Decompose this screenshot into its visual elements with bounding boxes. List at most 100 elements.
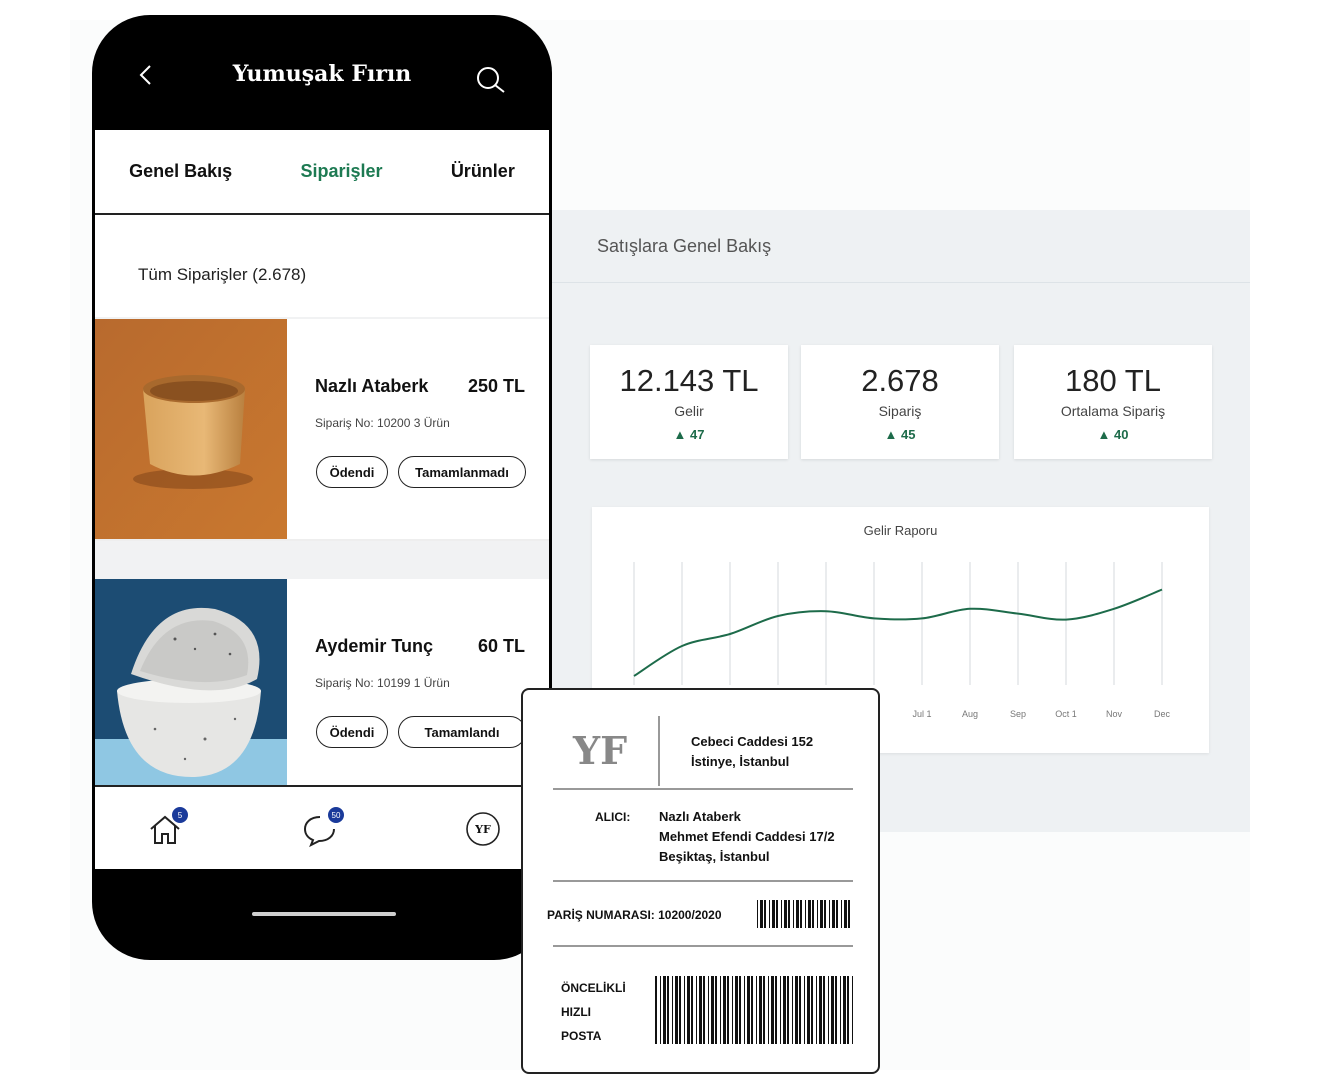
barcode-bar: [840, 976, 841, 1044]
order-meta: Sipariş No: 10199 1 Ürün: [315, 676, 450, 690]
x-tick-label: Oct 1: [1055, 709, 1077, 719]
search-icon[interactable]: [475, 65, 507, 93]
barcode-bar: [796, 900, 799, 928]
stat-label: Sipariş: [878, 403, 922, 419]
barcode-bar: [768, 976, 769, 1044]
stat-card-average-order[interactable]: 180 TL Ortalama Sipariş ▲ 40: [1014, 345, 1212, 459]
priority-line: POSTA: [561, 1029, 602, 1043]
x-tick-label: Sep: [1010, 709, 1026, 719]
barcode-bar: [852, 976, 853, 1044]
orders-count-heading: Tüm Siparişler (2.678): [138, 265, 307, 284]
barcode-large: [655, 976, 853, 1044]
payment-status-badge[interactable]: Ödendi: [316, 456, 388, 488]
barcode-bar: [675, 976, 678, 1044]
order-number: PARİŞ NUMARASI: 10200/2020: [547, 908, 722, 922]
stat-label: Gelir: [674, 403, 704, 419]
sender-address: Cebeci Caddesi 152 İstinye, İstanbul: [691, 732, 813, 772]
barcode-bar: [828, 976, 829, 1044]
barcode-bar: [805, 900, 806, 928]
barcode-bar: [696, 976, 697, 1044]
barcode-bar: [835, 976, 837, 1044]
shipping-label: YF Cebeci Caddesi 152 İstinye, İstanbul …: [521, 688, 880, 1074]
barcode-bar: [655, 976, 657, 1044]
barcode-bar: [847, 976, 849, 1044]
stat-label: Ortalama Sipariş: [1060, 403, 1166, 419]
fulfillment-status-badge[interactable]: Tamamlandı: [398, 716, 526, 748]
barcode-bar: [824, 900, 826, 928]
back-arrow-icon[interactable]: [134, 63, 158, 87]
barcode-bar: [844, 900, 847, 928]
barcode-bar: [829, 900, 830, 928]
barcode-bar: [739, 976, 741, 1044]
barcode-bar: [788, 900, 790, 928]
barcode-bar: [823, 976, 825, 1044]
nav-profile[interactable]: YF: [463, 809, 503, 849]
stat-card-revenue[interactable]: 12.143 TL Gelir ▲ 47: [590, 345, 788, 459]
chart-title: Gelir Raporu: [863, 523, 938, 538]
divider: [553, 880, 853, 882]
barcode-bar: [672, 976, 673, 1044]
recipient-label: ALICI:: [595, 810, 631, 824]
barcode-bar: [667, 976, 669, 1044]
sender-line: Cebeci Caddesi 152: [691, 734, 814, 749]
barcode-bar: [816, 976, 817, 1044]
barcode-bar: [784, 900, 787, 928]
phone-mockup: Yumuşak Fırın Genel Bakış Siparişler Ürü…: [92, 15, 552, 960]
barcode-bar: [775, 976, 777, 1044]
barcode-bar: [780, 976, 781, 1044]
order-card[interactable]: Nazlı Ataberk 250 TL Sipariş No: 10200 3…: [95, 319, 549, 541]
home-icon: [150, 815, 180, 844]
barcode-bar: [804, 976, 805, 1044]
barcode-bar: [732, 976, 733, 1044]
fulfillment-status-badge[interactable]: Tamamlanmadı: [398, 456, 526, 488]
barcode-bar: [663, 976, 666, 1044]
priority-line: ÖNCELİKLİ: [561, 981, 626, 995]
barcode-bar: [747, 976, 750, 1044]
chat-icon: [303, 816, 335, 848]
tab-products[interactable]: Ürünler: [450, 161, 515, 181]
barcode-bar: [720, 976, 721, 1044]
barcode-bar: [735, 976, 738, 1044]
recipient-line: Mehmet Efendi Caddesi 17/2: [659, 829, 835, 844]
nav-home[interactable]: 5: [145, 807, 188, 849]
home-indicator: [252, 912, 396, 916]
app-bar: Yumuşak Fırın: [92, 15, 552, 130]
barcode-bar: [843, 976, 846, 1044]
barcode-bar: [708, 976, 709, 1044]
orders-header-bar: [95, 215, 549, 317]
barcode-bar: [727, 976, 729, 1044]
barcode-bar: [800, 900, 802, 928]
barcode-bar: [691, 976, 693, 1044]
stat-card-orders[interactable]: 2.678 Sipariş ▲ 45: [801, 345, 999, 459]
tab-bar: Genel Bakış Siparişler Ürünler: [95, 130, 549, 215]
priority-mail-text: ÖNCELİKLİ HIZLI POSTA: [561, 976, 626, 1048]
nav-messages[interactable]: 50: [300, 807, 344, 849]
payment-status-badge[interactable]: Ödendi: [316, 716, 388, 748]
barcode-bar: [769, 900, 770, 928]
tab-orders[interactable]: Siparişler: [300, 161, 383, 181]
tab-overview[interactable]: Genel Bakış: [129, 161, 233, 181]
chat-badge: 50: [328, 807, 344, 823]
barcode-small: [757, 900, 850, 928]
barcode-bar: [808, 900, 811, 928]
barcode-bar: [776, 900, 778, 928]
barcode-bar: [807, 976, 810, 1044]
x-tick-label: Nov: [1106, 709, 1123, 719]
barcode-bar: [792, 976, 793, 1044]
order-card[interactable]: Aydemir Tunç 60 TL Sipariş No: 10199 1 Ü…: [95, 579, 549, 801]
barcode-bar: [757, 900, 758, 928]
revenue-chart: Jul 1 Aug Sep Oct 1 Nov Dec: [633, 562, 1170, 719]
barcode-bar: [841, 900, 842, 928]
barcode-bar: [819, 976, 822, 1044]
recipient-line: Nazlı Ataberk: [659, 809, 741, 824]
barcode-bar: [831, 976, 834, 1044]
recipient-line: Beşiktaş, İstanbul: [659, 849, 770, 864]
barcode-bar: [811, 976, 813, 1044]
profile-initials: YF: [475, 822, 491, 836]
home-badge: 5: [172, 807, 188, 823]
divider: [658, 716, 660, 786]
bottom-nav: 5 50 YF: [95, 785, 549, 869]
sender-line: İstinye, İstanbul: [691, 754, 790, 769]
phone-screen: Genel Bakış Siparişler Ürünler Tüm Sipar…: [95, 130, 549, 869]
dashboard-title: Satışlara Genel Bakış: [550, 210, 1250, 283]
